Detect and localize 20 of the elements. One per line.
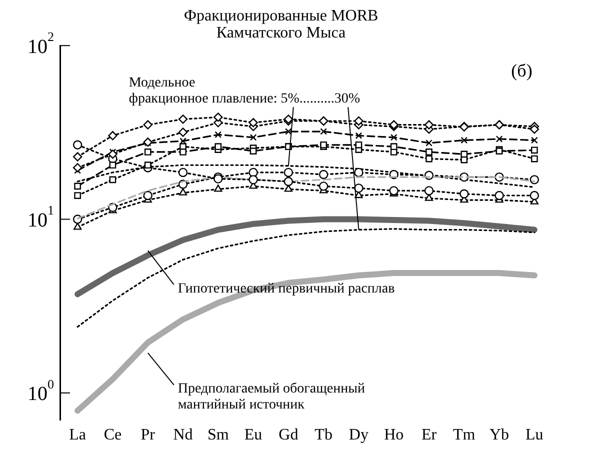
x-tick-label: Pr: [140, 426, 156, 444]
x-tick-label: Yb: [490, 426, 510, 444]
annotation: Гипотетический первичный расплав: [178, 281, 396, 296]
annotation: Предполагаемый обогащенный мантийный источник: [178, 382, 366, 413]
annotation: ..........30%: [299, 92, 360, 107]
x-tick-label: Eu: [244, 426, 262, 444]
x-tick-label: Tm: [453, 426, 476, 444]
annotation: Модельное фракционное плавление: 5%: [128, 76, 300, 107]
x-tick-label: Er: [421, 426, 438, 444]
x-tick-label: Lu: [526, 426, 544, 444]
x-tick-label: La: [69, 426, 86, 444]
annotation: (б): [511, 60, 532, 81]
x-tick-label: Tb: [314, 426, 332, 444]
chart-title: Фракционированные MORB Камчатского Мыса: [184, 8, 378, 42]
x-tick-label: Sm: [207, 426, 230, 444]
x-tick-label: Gd: [278, 426, 298, 444]
x-tick-label: Ce: [104, 426, 122, 444]
x-tick-label: Dy: [348, 426, 368, 444]
x-tick-label: Ho: [384, 426, 404, 444]
x-tick-label: Nd: [173, 426, 193, 444]
